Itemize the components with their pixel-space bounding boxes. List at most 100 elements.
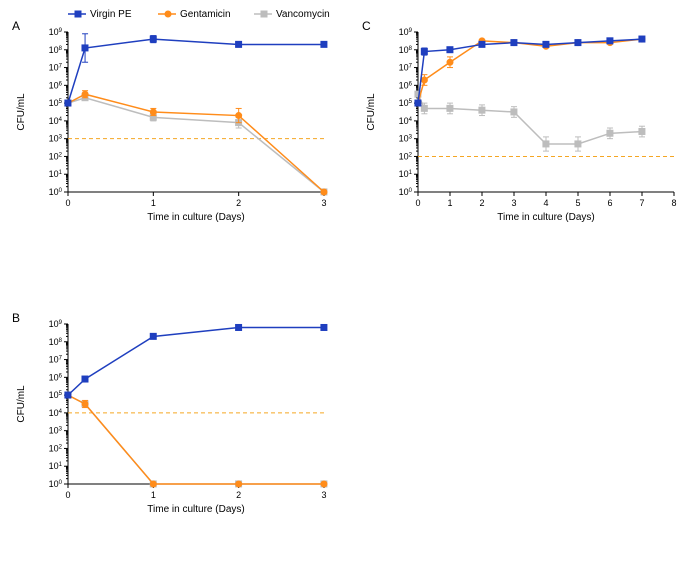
xtick-label: 2: [236, 490, 241, 500]
marker-gent: [82, 91, 88, 97]
xtick-label: 1: [447, 198, 452, 208]
marker-virgin: [150, 36, 156, 42]
xtick-label: 7: [639, 198, 644, 208]
ytick-label: 100: [49, 187, 63, 197]
marker-virgin: [82, 376, 88, 382]
marker-virgin: [575, 40, 581, 46]
ytick-label: 109: [49, 319, 63, 329]
ytick-label: 101: [49, 461, 63, 471]
marker-virgin: [607, 38, 613, 44]
marker-virgin: [639, 36, 645, 42]
xlabel: Time in culture (Days): [497, 212, 594, 223]
xtick-label: 0: [65, 490, 70, 500]
series-gent: [68, 94, 324, 192]
ytick-label: 107: [49, 355, 63, 365]
ytick-label: 103: [399, 134, 413, 144]
ytick-label: 106: [399, 80, 413, 90]
ytick-label: 101: [49, 169, 63, 179]
marker-gent: [236, 481, 242, 487]
legend-label: Vancomycin: [276, 9, 330, 20]
legend: Virgin PE Gentamicin Vancomycin: [68, 9, 330, 20]
marker-vanc: [479, 107, 485, 113]
marker-virgin: [415, 100, 421, 106]
marker-gent: [321, 481, 327, 487]
ylabel: CFU/mL: [16, 93, 27, 131]
ytick-label: 107: [49, 63, 63, 73]
xtick-label: 1: [151, 490, 156, 500]
panel-label: C: [362, 19, 371, 33]
ytick-label: 108: [49, 45, 63, 55]
marker-virgin: [543, 41, 549, 47]
xtick-label: 3: [321, 490, 326, 500]
series-gent: [68, 395, 324, 484]
ylabel: CFU/mL: [366, 93, 377, 131]
figure-svg: Virgin PEGentamicinVancomycinA1001011021…: [0, 0, 692, 583]
panel-A: A1001011021031041051061071081090123Time …: [12, 19, 327, 223]
marker-vanc: [575, 141, 581, 147]
xtick-label: 3: [321, 198, 326, 208]
legend-label: Gentamicin: [180, 9, 231, 20]
xlabel: Time in culture (Days): [147, 212, 244, 223]
ytick-label: 105: [49, 98, 63, 108]
ytick-label: 107: [399, 63, 413, 73]
panel-label: B: [12, 311, 20, 325]
xtick-label: 0: [65, 198, 70, 208]
ytick-label: 100: [399, 187, 413, 197]
marker-virgin: [236, 324, 242, 330]
marker-gent: [236, 113, 242, 119]
marker-gent: [150, 481, 156, 487]
marker-gent: [150, 109, 156, 115]
series-vanc: [68, 395, 324, 484]
ytick-label: 101: [399, 169, 413, 179]
marker-virgin: [321, 41, 327, 47]
xtick-label: 6: [607, 198, 612, 208]
xtick-label: 1: [151, 198, 156, 208]
marker-gent: [321, 189, 327, 195]
marker-gent: [421, 77, 427, 83]
marker-virgin: [447, 47, 453, 53]
marker-gent: [447, 59, 453, 65]
ylabel: CFU/mL: [16, 385, 27, 423]
ytick-label: 102: [399, 151, 413, 161]
panel-B: B 100 101 102 103 104 105 106 107 108 109 0 1 2 3 Time …: [12, 311, 327, 515]
ytick-label: 103: [49, 134, 63, 144]
marker-virgin: [82, 45, 88, 51]
ytick-label: 106: [49, 372, 63, 382]
ytick-label: 104: [399, 116, 413, 126]
series-virgin: [68, 39, 324, 103]
marker-virgin: [236, 41, 242, 47]
marker-vanc: [421, 105, 427, 111]
marker-vanc: [543, 141, 549, 147]
ytick-label: 104: [49, 116, 63, 126]
marker-virgin: [479, 41, 485, 47]
ytick-label: 109: [49, 27, 63, 37]
series-virgin: [68, 328, 324, 396]
panel-C: C100101102103104105106107108109012345678…: [362, 19, 677, 223]
ytick-label: 109: [399, 27, 413, 37]
xtick-label: 8: [671, 198, 676, 208]
ytick-label: 105: [49, 390, 63, 400]
marker-virgin: [150, 333, 156, 339]
ytick-label: 108: [49, 337, 63, 347]
panel-label: A: [12, 19, 20, 33]
marker-gent: [82, 401, 88, 407]
xtick-label: 3: [511, 198, 516, 208]
xtick-label: 2: [236, 198, 241, 208]
xlabel: Time in culture (Days): [147, 504, 244, 515]
marker-virgin: [65, 392, 71, 398]
ytick-label: 102: [49, 443, 63, 453]
legend-label: Virgin PE: [90, 9, 132, 20]
marker-virgin: [511, 40, 517, 46]
ytick-label: 103: [49, 426, 63, 436]
ytick-label: 100: [49, 479, 63, 489]
ytick-label: 105: [399, 98, 413, 108]
ytick-label: 106: [49, 80, 63, 90]
marker-virgin: [65, 100, 71, 106]
series-vanc: [68, 98, 324, 192]
marker-vanc: [639, 128, 645, 134]
marker-vanc: [447, 105, 453, 111]
marker-vanc: [607, 130, 613, 136]
marker-virgin: [421, 48, 427, 54]
ytick-label: 104: [49, 408, 63, 418]
ytick-label: 108: [399, 45, 413, 55]
